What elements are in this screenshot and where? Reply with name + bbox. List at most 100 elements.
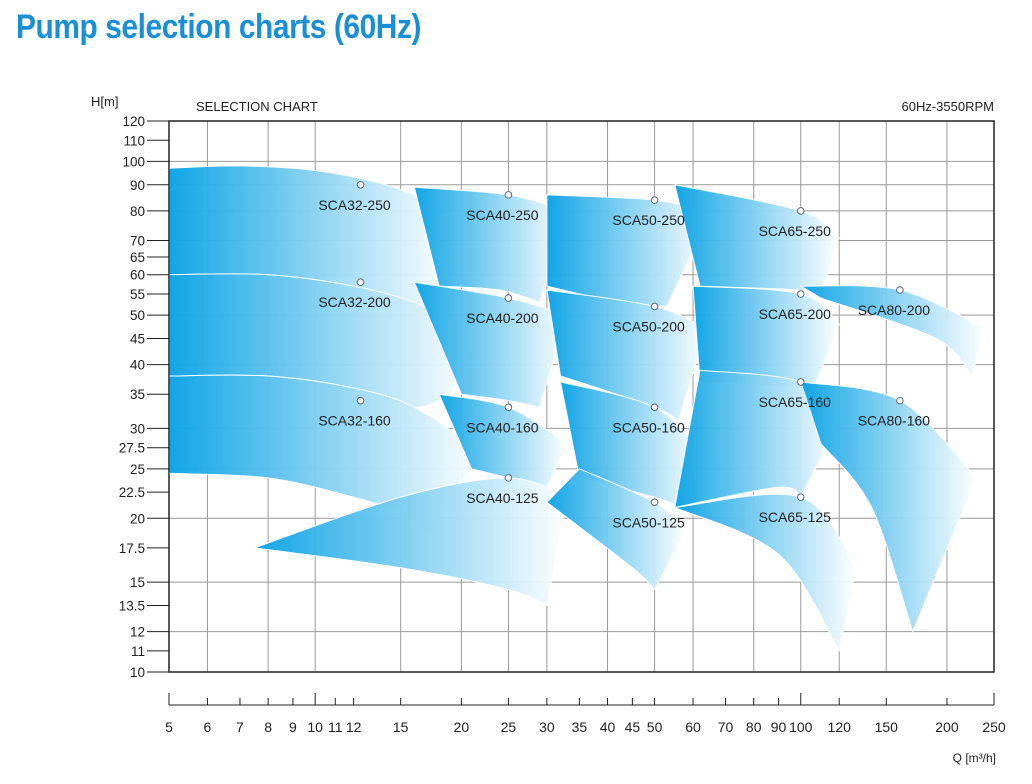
y-tick-label: 13.5 <box>119 598 145 613</box>
bep-point-sca50-200 <box>650 302 659 311</box>
x-tick-label: 11 <box>328 719 343 735</box>
y-tick-label: 70 <box>130 234 145 249</box>
bep-point-sca40-200 <box>504 294 513 302</box>
x-tick-label: 40 <box>600 719 616 735</box>
y-tick-label: 22.5 <box>119 485 145 500</box>
zones-layer <box>168 165 986 652</box>
x-axis-label: Q [m³/h] <box>953 751 996 765</box>
bep-point-sca50-125 <box>650 498 659 507</box>
zone-sca40-160 <box>438 393 568 488</box>
y-tick-label: 25 <box>130 462 145 477</box>
zone-sca80-160 <box>800 381 977 633</box>
y-tick-label: 12 <box>130 625 145 640</box>
x-tick-label: 9 <box>289 719 297 735</box>
y-tick-label: 11 <box>131 644 145 659</box>
x-tick-label: 60 <box>685 719 701 735</box>
y-tick-label: 65 <box>130 250 145 265</box>
bep-point-sca32-160 <box>356 396 365 405</box>
bep-point-sca65-125 <box>796 493 805 501</box>
zone-labels-layer: SCA32-250 SCA32-200 SCA32-160 SCA40-250 SCA4… <box>318 197 930 530</box>
x-tick-label: 5 <box>165 719 173 735</box>
bep-point-sca40-160 <box>504 403 513 412</box>
x-tick-label: 250 <box>982 719 1006 735</box>
zone-label-sca50-160: SCA50-160 <box>612 419 685 435</box>
x-tick-label: 45 <box>625 719 641 735</box>
x-tick-label: 12 <box>346 719 362 735</box>
x-tick-label: 25 <box>501 719 517 735</box>
zone-sca50-125 <box>546 468 687 591</box>
bep-point-sca40-250 <box>504 191 513 199</box>
x-tick-label: 150 <box>875 719 899 735</box>
zone-sca80-200 <box>800 285 986 377</box>
y-axis-label: H[m] <box>91 94 118 109</box>
y-tick-label: 50 <box>130 308 145 323</box>
x-tick-label: 120 <box>828 719 852 735</box>
y-tick-label: 15 <box>130 575 145 590</box>
zone-label-sca40-125: SCA40-125 <box>466 490 539 506</box>
x-tick-label: 90 <box>771 719 787 735</box>
y-tick-label: 55 <box>130 287 145 302</box>
axes-layer: 10111213.51517.52022.52527.5303540455055… <box>119 114 1006 735</box>
x-tick-label: 20 <box>454 719 470 735</box>
y-tick-label: 17.5 <box>119 541 145 556</box>
x-tick-label: 80 <box>746 719 762 735</box>
y-tick-label: 45 <box>130 331 145 346</box>
x-tick-label: 100 <box>789 719 813 735</box>
page-title: Pump selection charts (60Hz) <box>16 8 422 46</box>
y-tick-label: 35 <box>130 387 145 402</box>
bep-point-sca40-125 <box>504 474 513 482</box>
bep-point-sca50-160 <box>650 403 659 412</box>
y-tick-label: 80 <box>130 204 145 219</box>
chart-title: SELECTION CHART <box>196 99 318 114</box>
zone-label-sca50-250: SCA50-250 <box>612 212 685 228</box>
zone-label-sca40-160: SCA40-160 <box>466 419 539 435</box>
zone-label-sca32-160: SCA32-160 <box>318 413 391 429</box>
x-tick-label: 15 <box>393 719 409 735</box>
bep-point-sca32-200 <box>356 278 365 287</box>
zone-label-sca65-160: SCA65-160 <box>759 394 832 410</box>
zone-sca65-250 <box>674 184 840 295</box>
y-tick-label: 20 <box>130 511 145 526</box>
y-tick-label: 100 <box>122 154 145 169</box>
x-tick-label: 50 <box>647 719 663 735</box>
x-tick-label: 8 <box>264 719 272 735</box>
zone-sca65-125 <box>674 493 857 652</box>
zone-sca50-200 <box>546 289 708 422</box>
bep-point-sca80-200 <box>896 286 904 294</box>
y-tick-label: 60 <box>130 268 145 283</box>
y-tick-label: 30 <box>130 421 145 436</box>
zone-label-sca80-160: SCA80-160 <box>858 413 931 429</box>
chart-subtitle: 60Hz-3550RPM <box>902 99 995 114</box>
zone-label-sca40-200: SCA40-200 <box>466 310 539 326</box>
y-tick-label: 10 <box>130 665 145 680</box>
bep-point-sca65-160 <box>796 378 805 386</box>
x-tick-label: 70 <box>718 719 734 735</box>
bep-point-sca80-160 <box>896 396 904 405</box>
y-tick-label: 27.5 <box>119 441 145 456</box>
zone-label-sca50-125: SCA50-125 <box>612 514 685 530</box>
x-tick-label: 7 <box>236 719 244 735</box>
zone-label-sca40-250: SCA40-250 <box>466 207 539 223</box>
x-tick-label: 6 <box>204 719 212 735</box>
x-tick-label: 30 <box>539 719 555 735</box>
zone-label-sca32-250: SCA32-250 <box>318 197 391 213</box>
x-tick-label: 200 <box>935 719 959 735</box>
zone-label-sca65-125: SCA65-125 <box>759 509 832 525</box>
x-tick-label: 35 <box>572 719 588 735</box>
bep-point-sca65-200 <box>796 290 805 298</box>
bep-point-sca50-250 <box>650 196 659 204</box>
bep-point-sca65-250 <box>796 207 805 215</box>
bep-point-sca32-250 <box>356 180 365 189</box>
y-tick-label: 110 <box>123 133 145 148</box>
zone-label-sca32-200: SCA32-200 <box>318 294 391 310</box>
y-tick-label: 40 <box>130 358 145 373</box>
zone-label-sca65-250: SCA65-250 <box>759 223 832 239</box>
y-tick-label: 90 <box>130 178 145 193</box>
zone-label-sca65-200: SCA65-200 <box>759 306 832 322</box>
zone-label-sca50-200: SCA50-200 <box>612 318 685 334</box>
y-tick-label: 120 <box>122 114 145 129</box>
bep-points-layer <box>356 180 904 507</box>
x-tick-label: 10 <box>307 719 323 735</box>
zone-label-sca80-200: SCA80-200 <box>858 302 931 318</box>
